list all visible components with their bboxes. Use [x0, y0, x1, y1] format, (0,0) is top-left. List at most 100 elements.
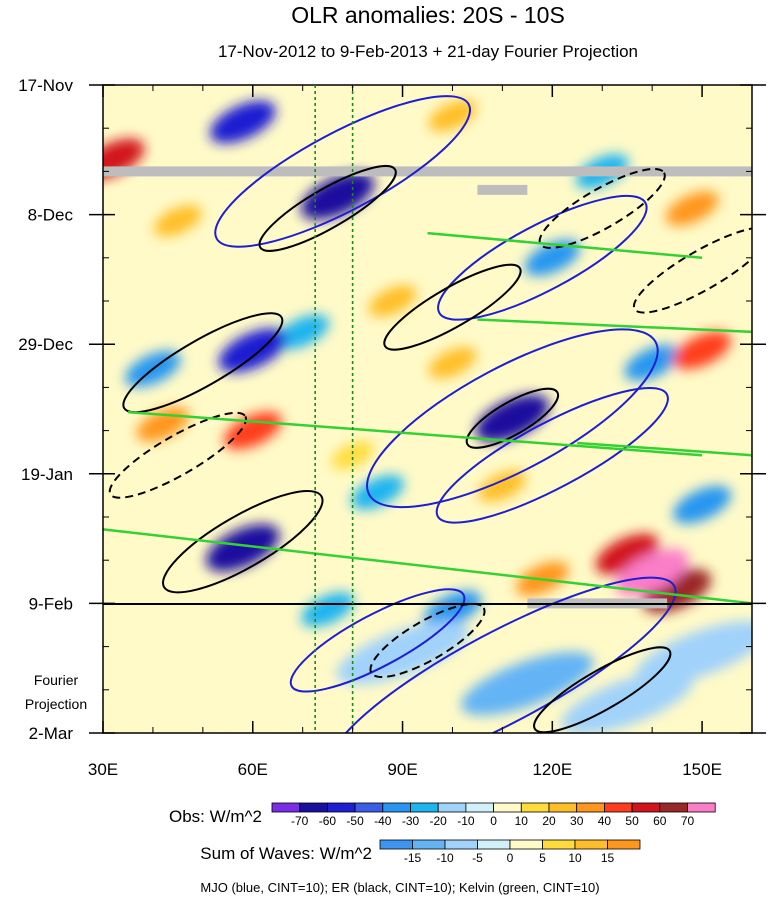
y-tick-label: 8-Dec — [28, 206, 74, 225]
waves-colorbar-swatch — [542, 839, 576, 850]
obs-colorbar-level-label: 40 — [598, 814, 612, 828]
obs-colorbar-level-label: -40 — [374, 814, 392, 828]
anomaly-cell-28 — [478, 470, 527, 502]
obs-colorbar: -70 -60 -50 -40 -30 -20 -10 0 10 20 30 40 50 60 70 — [271, 802, 716, 828]
obs-colorbar-swatch — [465, 802, 494, 813]
wave-caption: MJO (blue, CINT=10); ER (black, CINT=10)… — [200, 880, 599, 895]
y-tick-label: 19-Jan — [21, 465, 73, 484]
mjo-contour-4 — [328, 576, 677, 733]
obs-colorbar-swatch — [493, 802, 522, 813]
anomaly-cell-3 — [218, 328, 287, 373]
anomaly-fill-layer — [103, 100, 752, 733]
obs-colorbar-swatch — [548, 802, 578, 813]
er-neg-contour-2 — [369, 602, 486, 678]
anomaly-cell-7 — [206, 524, 280, 572]
anomaly-cell-26 — [428, 100, 477, 132]
obs-colorbar-level-label: -10 — [457, 814, 475, 828]
anomaly-cell-12 — [351, 475, 404, 510]
anomaly-cell-17 — [368, 285, 417, 317]
anomaly-cell-15 — [223, 411, 282, 450]
anomaly-cell-6 — [624, 344, 680, 381]
obs-colorbar-level-label: -50 — [346, 814, 364, 828]
y-tick-label: 9-Feb — [29, 594, 73, 613]
anomaly-cell-27 — [331, 441, 374, 470]
er-contour-5 — [533, 646, 672, 733]
er-neg-contour-0 — [538, 167, 666, 249]
plot-frame — [102, 84, 753, 734]
anomaly-cell-8 — [524, 239, 580, 276]
forecast-cell-3 — [635, 621, 752, 685]
obs-colorbar-label: Obs: W/m^2 — [169, 807, 262, 826]
kelvin-contour-0 — [127, 410, 703, 457]
er-contour-0 — [258, 165, 397, 252]
obs-colorbar-swatch — [520, 802, 550, 813]
waves-colorbar-level-label: 5 — [539, 851, 546, 865]
x-tick-label: 150E — [682, 760, 722, 779]
fourier-label-line2: Projection — [25, 696, 87, 712]
waves-colorbar-level-label: 0 — [507, 851, 514, 865]
anomaly-cell-23 — [615, 548, 689, 597]
obs-colorbar-level-label: 20 — [542, 814, 556, 828]
mjo-contour-5 — [289, 588, 466, 693]
er-neg-contour-3 — [632, 226, 752, 314]
anomaly-cell-19 — [673, 331, 732, 370]
obs-colorbar-swatch — [271, 802, 301, 813]
x-tick-label: 120E — [532, 760, 572, 779]
waves-colorbar-swatch — [607, 839, 641, 850]
kelvin-contour-3 — [477, 318, 752, 334]
forecast-cell-1 — [560, 670, 694, 733]
waves-colorbar-swatch — [477, 839, 511, 850]
anomaly-cell-11 — [301, 592, 355, 627]
obs-colorbar-level-label: 70 — [681, 814, 695, 828]
waves-colorbar-level-label: 15 — [601, 851, 615, 865]
waves-colorbar-level-label: -5 — [472, 851, 483, 865]
mjo-contour-2 — [366, 328, 659, 509]
waves-colorbar-level-label: -15 — [404, 851, 422, 865]
obs-colorbar-level-label: 60 — [653, 814, 667, 828]
anomaly-cell-1 — [300, 172, 375, 220]
obs-colorbar-swatch — [659, 802, 688, 813]
obs-colorbar-level-label: -70 — [291, 814, 309, 828]
waves-colorbar-swatch — [574, 839, 608, 850]
er-contour-3 — [465, 387, 560, 449]
obs-colorbar-swatch — [437, 802, 467, 813]
er-contour-4 — [383, 263, 522, 351]
anomaly-cell-5 — [475, 394, 550, 442]
obs-colorbar-swatch — [382, 802, 411, 813]
kelvin-contour-1 — [103, 528, 752, 605]
obs-colorbar-swatch — [576, 802, 605, 813]
kelvin-contour-2 — [427, 231, 703, 260]
forecast-cell-5 — [211, 682, 344, 733]
er-neg-contour-1 — [108, 411, 248, 499]
er-contour-2 — [122, 312, 284, 414]
x-tick-label: 60E — [238, 760, 268, 779]
anomaly-cell-25 — [665, 191, 719, 226]
reference-lines — [314, 85, 354, 733]
forecast-cell-4 — [111, 658, 245, 722]
er-contour-1 — [162, 490, 324, 594]
waves-colorbar-swatch — [412, 839, 446, 850]
missing-strip-1 — [477, 184, 528, 195]
obs-colorbar-swatch — [604, 802, 633, 813]
x-axis: 30E 60E 90E 120E 150E — [88, 85, 753, 779]
obs-colorbar-level-label: 10 — [515, 814, 529, 828]
obs-colorbar-swatch — [299, 802, 328, 813]
obs-colorbar-swatch — [631, 802, 661, 813]
waves-colorbar-swatch — [509, 839, 543, 850]
y-tick-label: 29-Dec — [18, 335, 73, 354]
y-tick-label: 17-Nov — [18, 76, 73, 95]
obs-colorbar-level-label: 30 — [570, 814, 584, 828]
anomaly-cell-9 — [673, 485, 732, 524]
obs-colorbar-level-label: -60 — [319, 814, 337, 828]
wave-contour-layer — [103, 95, 752, 733]
waves-colorbar-swatch — [379, 839, 413, 850]
obs-colorbar-swatch — [326, 802, 356, 813]
waves-colorbar-level-label: 10 — [568, 851, 582, 865]
y-tick-label: 2-Mar — [29, 724, 74, 743]
mjo-contour-3 — [435, 386, 669, 524]
anomaly-cell-0 — [209, 100, 276, 144]
x-tick-label: 90E — [387, 760, 417, 779]
anomaly-cell-24 — [103, 138, 145, 180]
waves-colorbar-level-label: -10 — [436, 851, 454, 865]
